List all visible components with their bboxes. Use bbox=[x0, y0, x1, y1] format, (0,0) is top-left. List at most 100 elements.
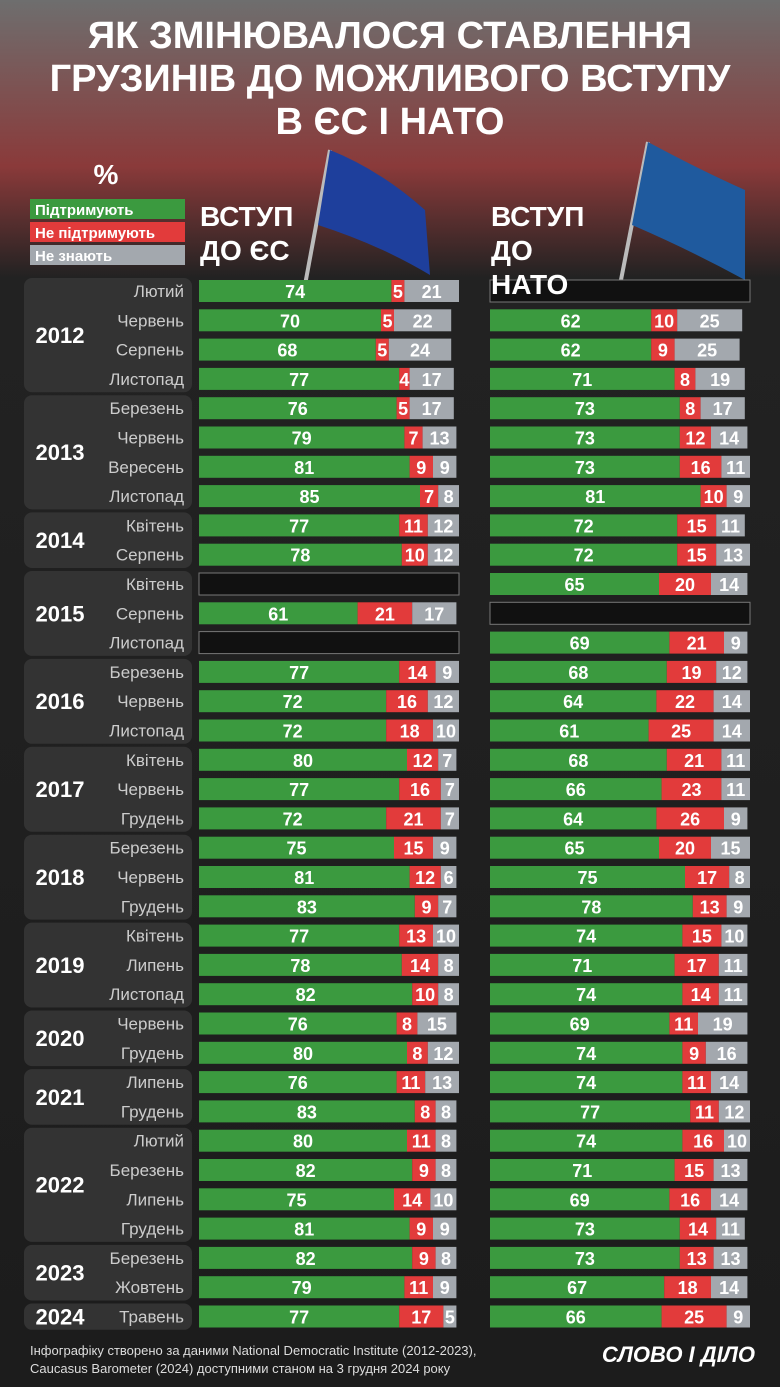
bar-segment bbox=[705, 1041, 748, 1064]
bar-segment bbox=[490, 895, 693, 918]
value-label: 9 bbox=[416, 458, 426, 478]
value-label: 73 bbox=[575, 1220, 595, 1240]
bar-segment bbox=[412, 983, 439, 1006]
value-label: 10 bbox=[654, 311, 674, 331]
bar-segment bbox=[490, 1071, 683, 1094]
bar-segment bbox=[490, 397, 680, 420]
bar-segment bbox=[433, 1276, 457, 1299]
value-label: 75 bbox=[286, 1190, 306, 1210]
value-label: 20 bbox=[675, 575, 695, 595]
value-label: 8 bbox=[441, 1102, 451, 1122]
bar-segment bbox=[199, 953, 402, 976]
value-label: 11 bbox=[674, 1015, 693, 1035]
value-label: 17 bbox=[422, 370, 442, 390]
bar-segment bbox=[199, 1129, 407, 1152]
bar-segment bbox=[682, 983, 719, 1006]
bar-segment bbox=[724, 807, 748, 830]
bar-segment bbox=[435, 1246, 457, 1269]
bar-segment bbox=[718, 1100, 750, 1123]
year-label: 2022 bbox=[36, 1173, 85, 1198]
bar-segment bbox=[414, 1100, 436, 1123]
value-label: 11 bbox=[726, 751, 745, 771]
year-panel bbox=[24, 571, 192, 656]
bar-segment bbox=[199, 1276, 405, 1299]
value-label: 72 bbox=[574, 546, 594, 566]
bar-segment bbox=[199, 1217, 410, 1240]
empty-row bbox=[489, 601, 751, 625]
value-label: 14 bbox=[410, 956, 430, 976]
value-label: 11 bbox=[412, 1132, 431, 1152]
bar-segment bbox=[435, 1159, 457, 1181]
month-label: Лютий bbox=[134, 282, 184, 301]
value-label: 17 bbox=[697, 868, 717, 888]
value-label: 15 bbox=[687, 516, 707, 536]
bar-segment bbox=[396, 397, 410, 420]
bar-segment bbox=[425, 1071, 459, 1094]
value-label: 64 bbox=[563, 809, 583, 829]
bar-segment bbox=[430, 1188, 457, 1211]
month-label: Грудень bbox=[121, 1102, 184, 1121]
value-label: 9 bbox=[731, 809, 741, 829]
value-label: 75 bbox=[577, 868, 597, 888]
value-label: 74 bbox=[576, 1073, 596, 1093]
month-label: Жовтень bbox=[115, 1278, 184, 1297]
bar-segment bbox=[438, 748, 457, 771]
bar-segment bbox=[721, 778, 750, 801]
bar-segment bbox=[412, 1159, 436, 1181]
value-label: 9 bbox=[419, 1249, 429, 1269]
bar-segment bbox=[199, 866, 410, 888]
bar-segment bbox=[711, 1276, 748, 1299]
value-label: 9 bbox=[419, 1161, 429, 1181]
value-label: 74 bbox=[576, 1044, 596, 1064]
bar-segment bbox=[199, 602, 358, 625]
value-label: 21 bbox=[375, 604, 395, 624]
bar-segment bbox=[490, 338, 652, 361]
value-label: 69 bbox=[570, 634, 590, 654]
bar-segment bbox=[661, 1305, 727, 1328]
value-label: 72 bbox=[574, 516, 594, 536]
value-label: 73 bbox=[575, 458, 595, 478]
value-label: 81 bbox=[294, 1220, 314, 1240]
value-label: 14 bbox=[407, 663, 427, 683]
bar-segment bbox=[199, 1188, 394, 1211]
value-label: 13 bbox=[432, 1073, 452, 1093]
title-line: ГРУЗИНІВ ДО МОЖЛИВОГО ВСТУПУ bbox=[50, 58, 731, 100]
bar-segment bbox=[199, 748, 407, 771]
value-label: 19 bbox=[713, 1015, 733, 1035]
bar-segment bbox=[490, 1012, 670, 1035]
bar-segment bbox=[435, 1100, 457, 1123]
value-label: 77 bbox=[289, 516, 309, 536]
flag-pole bbox=[618, 141, 650, 286]
value-label: 76 bbox=[288, 1015, 308, 1035]
legend-label: Не підтримують bbox=[35, 225, 155, 242]
bar-segment bbox=[427, 543, 459, 566]
value-label: 13 bbox=[429, 429, 449, 449]
empty-row bbox=[489, 279, 751, 303]
bar-segment bbox=[685, 866, 730, 888]
month-label: Червень bbox=[117, 311, 184, 330]
value-label: 21 bbox=[687, 634, 707, 654]
value-label: 71 bbox=[572, 1161, 592, 1181]
value-label: 8 bbox=[735, 868, 745, 888]
bar-segment bbox=[199, 836, 394, 859]
bar-segment bbox=[440, 807, 459, 830]
value-label: 68 bbox=[568, 751, 588, 771]
year-label: 2021 bbox=[36, 1085, 85, 1110]
value-label: 82 bbox=[296, 1161, 316, 1181]
bar-segment bbox=[199, 1012, 397, 1035]
year-panel bbox=[24, 922, 192, 1008]
value-label: 12 bbox=[724, 1102, 744, 1122]
value-label: 8 bbox=[444, 487, 454, 507]
bar-segment bbox=[199, 924, 400, 947]
bar-segment bbox=[726, 485, 750, 508]
month-label: Листопад bbox=[109, 722, 184, 741]
bar-segment bbox=[401, 543, 428, 566]
bar-segment bbox=[711, 573, 748, 595]
bar-segment bbox=[490, 1246, 680, 1269]
value-label: 15 bbox=[684, 1161, 704, 1181]
value-label: 11 bbox=[687, 1073, 706, 1093]
value-label: 79 bbox=[292, 1278, 312, 1298]
value-label: 80 bbox=[293, 1044, 313, 1064]
bar-segment bbox=[490, 748, 667, 771]
month-label: Квітень bbox=[126, 751, 184, 770]
